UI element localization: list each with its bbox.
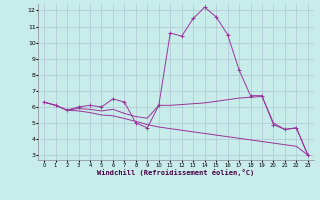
- X-axis label: Windchill (Refroidissement éolien,°C): Windchill (Refroidissement éolien,°C): [97, 169, 255, 176]
